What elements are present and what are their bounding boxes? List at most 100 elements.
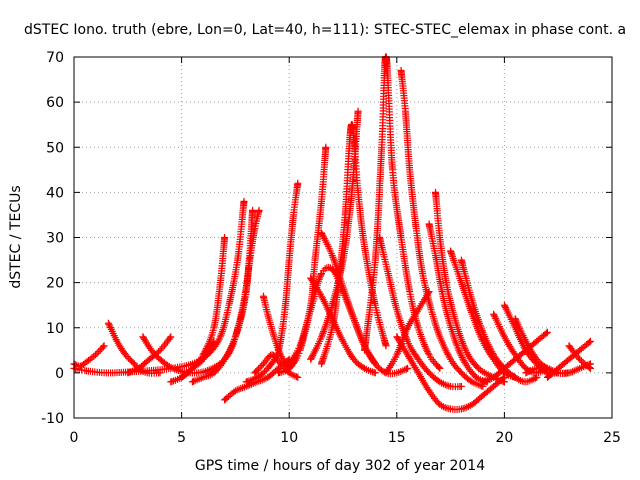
data-point <box>166 334 174 342</box>
data-point <box>547 370 555 378</box>
data-point <box>382 342 390 350</box>
data-point <box>461 345 469 353</box>
data-point <box>424 348 431 356</box>
series-17 <box>318 121 390 368</box>
data-point <box>424 349 432 357</box>
data-point <box>354 107 362 115</box>
data-point <box>210 337 218 345</box>
data-point <box>486 344 494 352</box>
data-point <box>155 348 162 356</box>
data-point <box>100 342 108 350</box>
data-point <box>567 368 575 376</box>
data-point <box>574 354 582 362</box>
data-point <box>424 385 432 393</box>
data-point <box>169 364 177 372</box>
y-tick-label: 70 <box>46 50 64 66</box>
data-point <box>425 369 433 377</box>
data-point <box>244 382 252 390</box>
data-points <box>70 53 594 413</box>
data-point <box>457 369 465 377</box>
data-point <box>93 349 101 357</box>
data-point <box>258 362 266 369</box>
x-tick-label: 20 <box>495 430 513 446</box>
data-point <box>289 355 297 363</box>
data-point <box>165 362 173 370</box>
data-point <box>309 278 317 286</box>
data-point <box>457 352 465 360</box>
data-point <box>586 338 593 346</box>
data-point <box>167 333 175 341</box>
data-point <box>423 346 431 354</box>
data-point <box>255 365 262 373</box>
data-point <box>586 364 593 372</box>
data-point <box>577 357 585 365</box>
data-point <box>190 377 197 385</box>
data-point <box>112 336 120 344</box>
data-point <box>491 313 499 321</box>
series-7 <box>178 337 218 381</box>
data-point <box>523 368 531 376</box>
data-point <box>371 369 379 377</box>
series-20 <box>397 67 487 390</box>
data-point <box>478 327 486 335</box>
y-tick-label: -10 <box>41 411 64 427</box>
data-point <box>500 378 508 386</box>
y-tick-label: 0 <box>55 366 64 382</box>
y-axis-label: dSTEC / TECUs <box>8 185 24 288</box>
chart-title: dSTEC Iono. truth (ebre, Lon=0, Lat=40, … <box>24 22 626 38</box>
x-tick-label: 0 <box>70 430 79 446</box>
data-point <box>249 206 257 214</box>
data-point <box>403 325 411 333</box>
x-tick-label: 15 <box>388 430 406 446</box>
data-point <box>261 368 269 376</box>
data-point <box>587 364 594 372</box>
data-point <box>424 289 432 297</box>
y-tick-label: 40 <box>46 185 64 201</box>
data-point <box>156 369 164 377</box>
data-point <box>256 363 264 371</box>
data-point <box>318 333 325 341</box>
series-30 <box>479 328 551 386</box>
y-tick-label: 20 <box>46 276 64 292</box>
x-tick-label: 10 <box>280 430 298 446</box>
data-point <box>92 351 99 359</box>
data-point <box>196 359 204 367</box>
data-point <box>322 143 330 151</box>
series-21 <box>393 333 508 413</box>
data-point <box>373 362 381 370</box>
data-point <box>294 373 302 381</box>
series-23 <box>425 220 491 386</box>
series-19 <box>361 53 444 372</box>
y-tick-label: 30 <box>46 231 64 247</box>
data-point <box>90 352 98 360</box>
data-point <box>309 352 317 359</box>
data-point <box>209 338 217 346</box>
data-point <box>225 393 232 400</box>
series-6 <box>188 206 263 386</box>
data-point <box>587 337 594 345</box>
series-11 <box>242 179 302 386</box>
data-point <box>351 357 359 365</box>
data-point <box>216 333 224 341</box>
data-point <box>99 343 107 351</box>
data-point <box>394 349 402 357</box>
data-point <box>253 367 261 374</box>
data-point <box>460 341 467 349</box>
series-33 <box>565 342 594 372</box>
data-point <box>255 206 263 214</box>
data-point <box>543 328 551 336</box>
data-point <box>308 353 316 361</box>
data-point <box>435 363 443 371</box>
x-axis-label: GPS time / hours of day 302 of year 2014 <box>195 458 485 474</box>
data-point <box>576 355 584 363</box>
data-point <box>106 322 114 330</box>
y-tick-label: 10 <box>46 321 64 337</box>
data-point <box>95 348 103 356</box>
data-point <box>460 343 468 351</box>
series-0 <box>70 342 108 370</box>
series-22 <box>382 288 433 377</box>
data-point <box>425 288 433 296</box>
data-point <box>393 351 401 359</box>
data-point <box>385 365 392 373</box>
data-point <box>221 234 229 241</box>
